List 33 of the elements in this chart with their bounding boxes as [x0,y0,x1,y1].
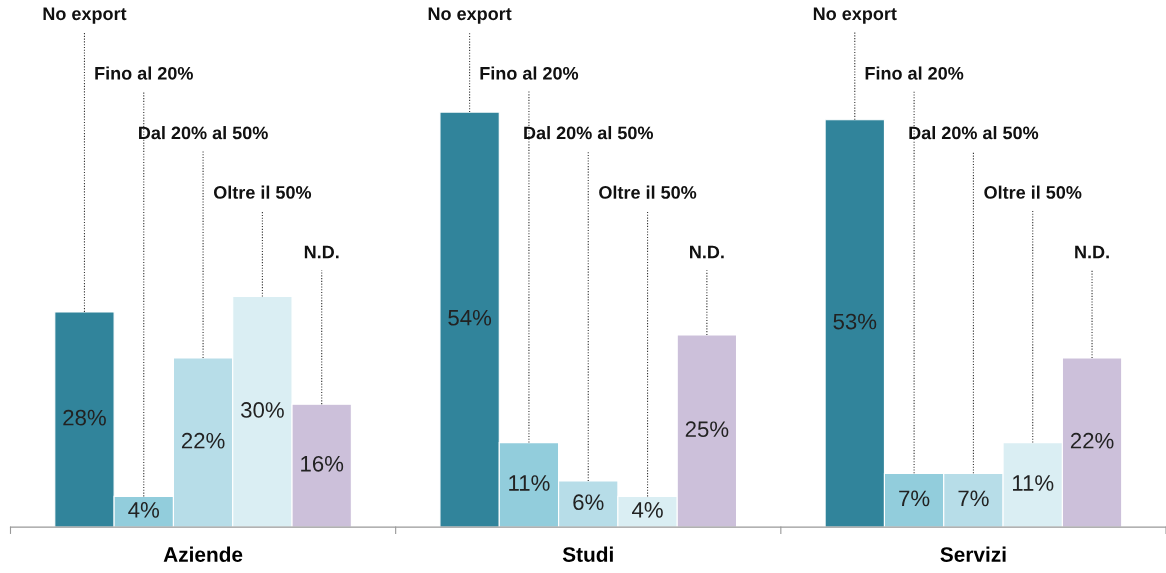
data-label: 53% [833,313,877,330]
x-tick-label: Servizi [940,546,1006,562]
text: Dal 20% al 50% [524,126,654,140]
data-label: 4% [632,502,663,518]
x-tick-label: Aziende [163,546,243,562]
data-label: 7% [958,490,989,507]
data-label: 4% [128,502,160,518]
text: Oltre il 50% [213,185,312,199]
data-label: 22% [1070,432,1114,449]
data-label: 11% [509,475,550,491]
x-tick-label: Studi [562,546,613,562]
data-label: 28% [63,409,106,426]
text: Dal 20% al 50% [909,126,1039,140]
text: No export [43,7,127,24]
data-label: 7% [899,490,930,507]
data-label: 54% [448,309,492,326]
data-label: 25% [685,421,729,438]
data-label: 16% [301,455,344,472]
text: Fino al 20% [95,66,193,80]
data-label: 30% [241,402,284,418]
data-label: 11% [1013,475,1054,491]
text: N.D. [304,245,339,259]
data-label: 6% [573,494,604,511]
data-label: 22% [181,432,225,449]
text: Fino al 20% [865,66,964,80]
text: Oltre il 50% [984,185,1082,199]
text: N.D. [690,245,724,259]
text: No export [428,7,512,24]
text: Dal 20% al 50% [139,126,268,140]
text: Oltre il 50% [599,185,697,199]
text: No export [813,7,897,24]
text: N.D. [1075,245,1109,259]
text: Fino al 20% [480,66,579,80]
